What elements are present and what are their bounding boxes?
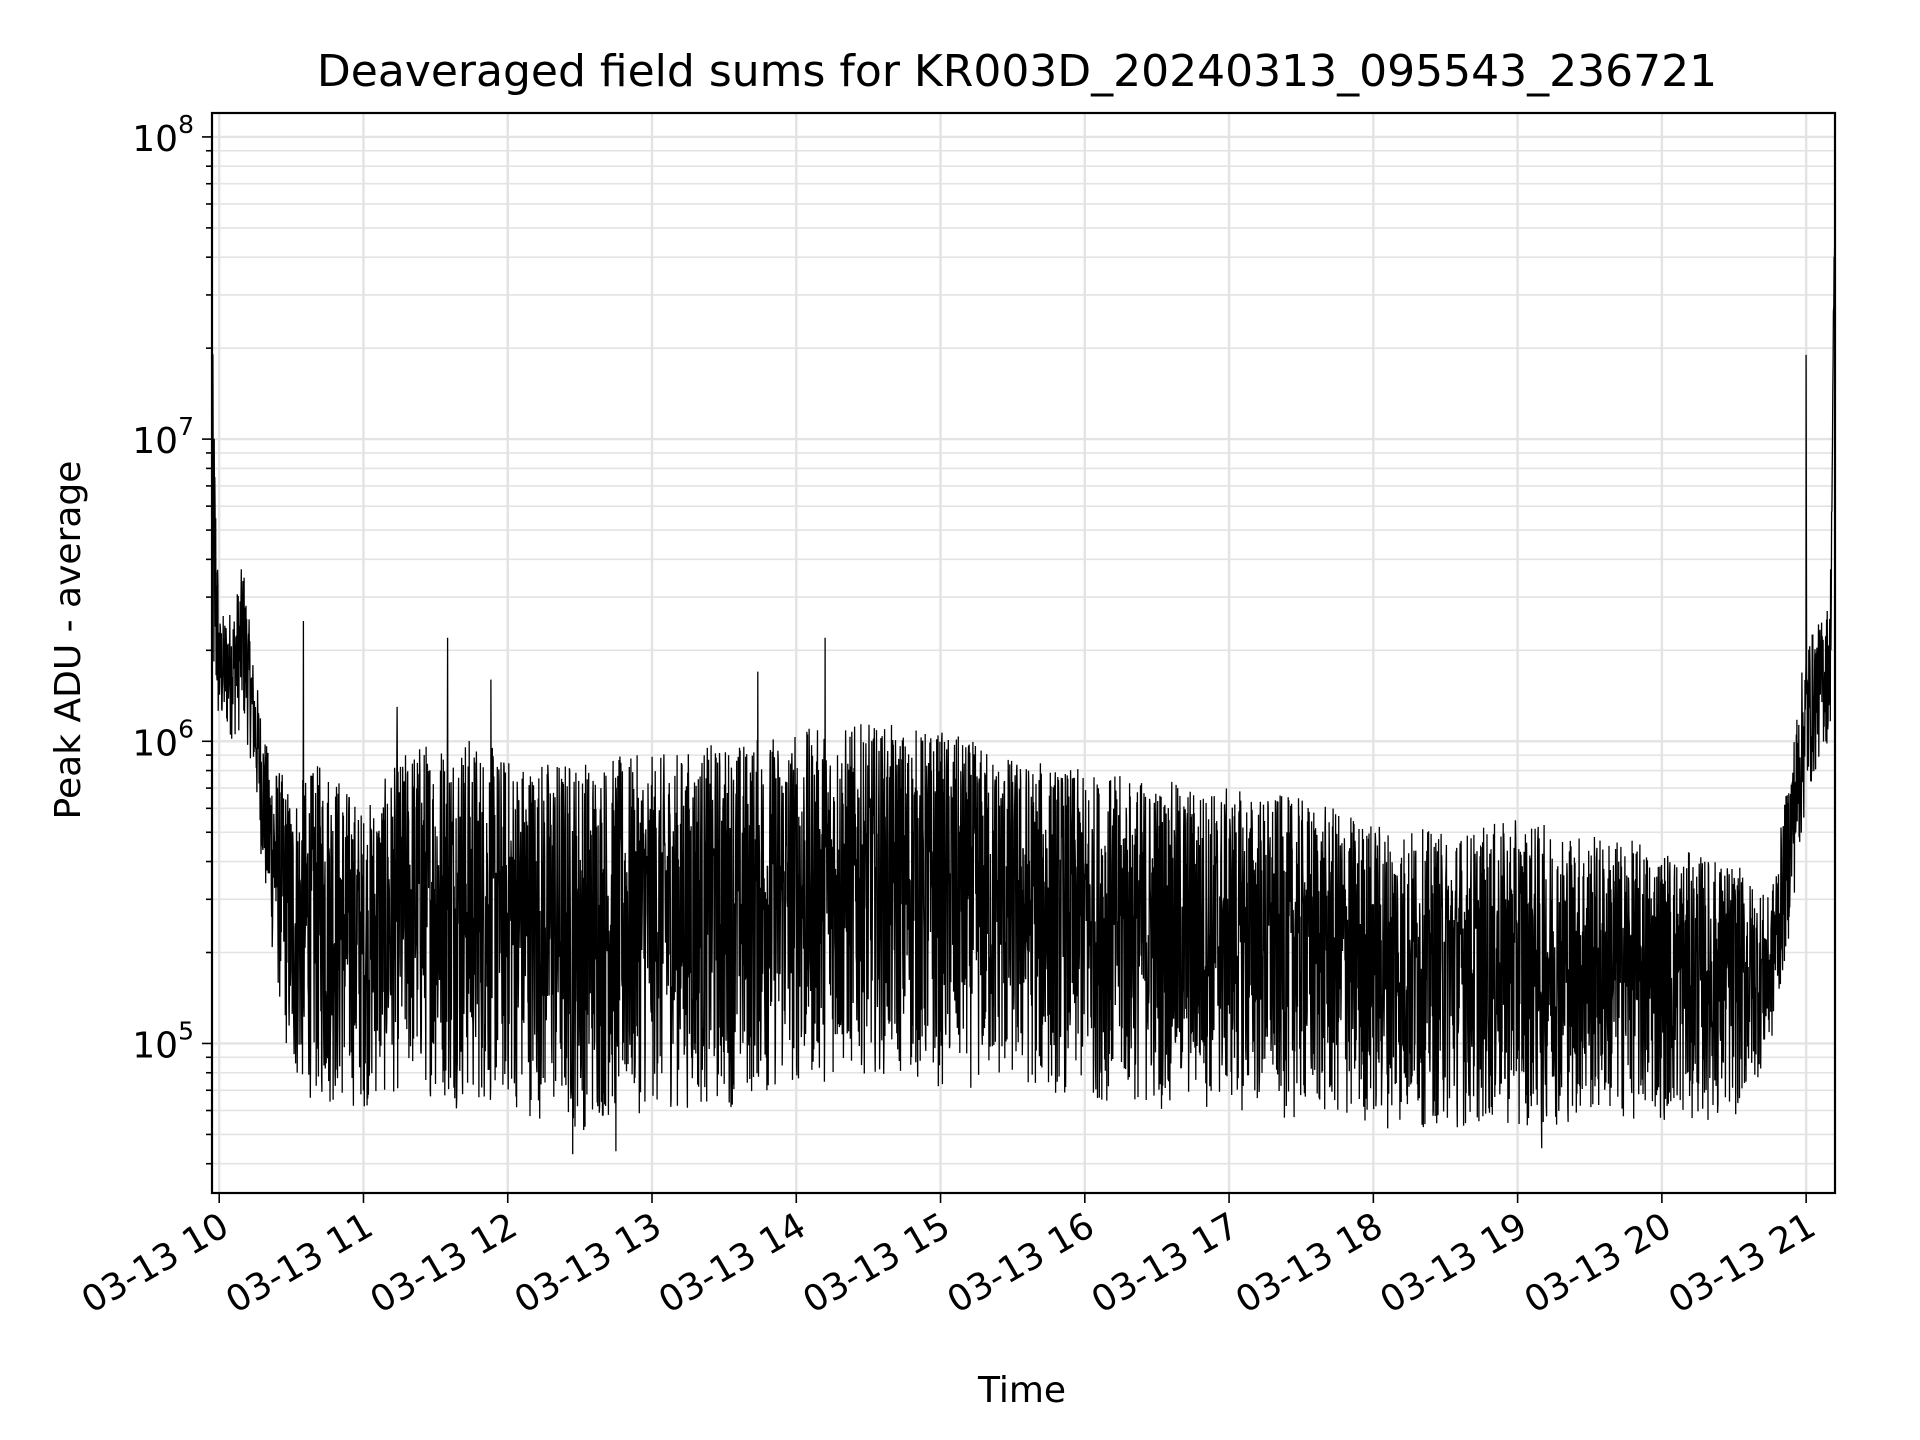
- y-tick-exponent: 5: [178, 1016, 194, 1045]
- y-tick-exponent: 8: [178, 110, 194, 139]
- plot-frame: [210, 111, 1837, 1195]
- series-line: [212, 189, 1835, 1155]
- y-tick-label: 108: [132, 110, 194, 160]
- x-axis-label: Time: [977, 1370, 1066, 1411]
- y-tick-exponent: 6: [178, 714, 194, 743]
- y-tick-base: 10: [132, 119, 178, 160]
- y-tick-label: 106: [132, 714, 194, 764]
- chart-title: Deaveraged field sums for KR003D_2024031…: [317, 46, 1717, 97]
- y-tick-exponent: 7: [178, 412, 194, 441]
- y-tick-label: 107: [132, 412, 194, 462]
- series-layer: [212, 189, 1835, 1155]
- y-tick-base: 10: [132, 1025, 178, 1066]
- y-axis-label: Peak ADU - average: [48, 461, 89, 820]
- y-tick-base: 10: [132, 723, 178, 764]
- y-tick-base: 10: [132, 421, 178, 462]
- y-tick-label: 105: [132, 1016, 194, 1066]
